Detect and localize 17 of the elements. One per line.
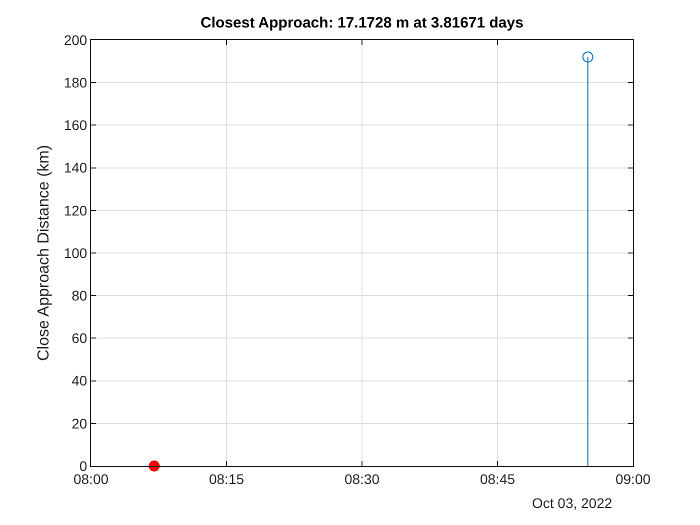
y-tick-label: 140 bbox=[64, 160, 88, 176]
y-axis-title: Close Approach Distance (km) bbox=[36, 144, 53, 362]
y-tick-label: 20 bbox=[72, 415, 88, 432]
y-tick-label: 40 bbox=[72, 372, 88, 389]
x-tick-label: 08:45 bbox=[480, 470, 516, 487]
y-tick-label: 120 bbox=[64, 202, 88, 218]
y-tick-label: 100 bbox=[64, 244, 88, 261]
x-tick-label: 09:00 bbox=[615, 470, 651, 487]
y-tick-label: 160 bbox=[64, 117, 88, 134]
y-tick-label: 200 bbox=[64, 32, 88, 48]
x-tick-label: 08:15 bbox=[208, 470, 244, 487]
x-tick-label: 08:30 bbox=[344, 470, 380, 487]
chart-title: Closest Approach: 17.1728 m at 3.81671 days bbox=[200, 14, 524, 32]
text: Oct 03, 2022 bbox=[532, 495, 612, 511]
y-tick-label: 80 bbox=[72, 288, 88, 304]
y-tick-label: 60 bbox=[72, 330, 88, 346]
y-tick-label: 180 bbox=[64, 74, 88, 90]
